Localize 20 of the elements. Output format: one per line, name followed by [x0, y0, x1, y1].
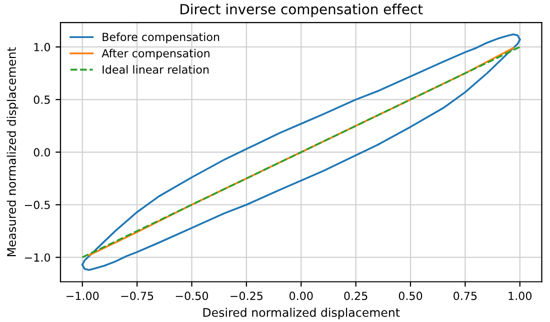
legend-label: Ideal linear relation: [102, 65, 209, 74]
x-tick-label: 0.50: [398, 292, 422, 300]
x-tick-label: 0.00: [289, 292, 313, 300]
x-tick-label: 0.25: [344, 292, 368, 300]
x-tick-label: 0.75: [454, 292, 477, 300]
x-tick-label: −0.50: [176, 292, 208, 300]
y-axis-title: Measured normalized displacement: [6, 47, 18, 256]
x-tick-label: −1.00: [66, 292, 99, 300]
y-tick-label: −1.0: [24, 253, 50, 262]
y-tick-label: −0.5: [24, 200, 50, 210]
y-tick-label: 0.0: [34, 148, 50, 157]
legend-label: Before compensation: [102, 32, 220, 44]
legend-label: After compensation: [102, 48, 210, 60]
x-tick-label: −0.25: [230, 292, 262, 300]
x-tick-label: 1.00: [508, 292, 532, 300]
y-tick-label: 1.0: [34, 42, 50, 52]
x-axis-title: Desired normalized displacement: [203, 308, 400, 320]
y-tick-label: 0.5: [34, 96, 50, 104]
x-tick-label: −0.75: [121, 292, 154, 300]
chart-title: Direct inverse compensation effect: [180, 4, 423, 18]
